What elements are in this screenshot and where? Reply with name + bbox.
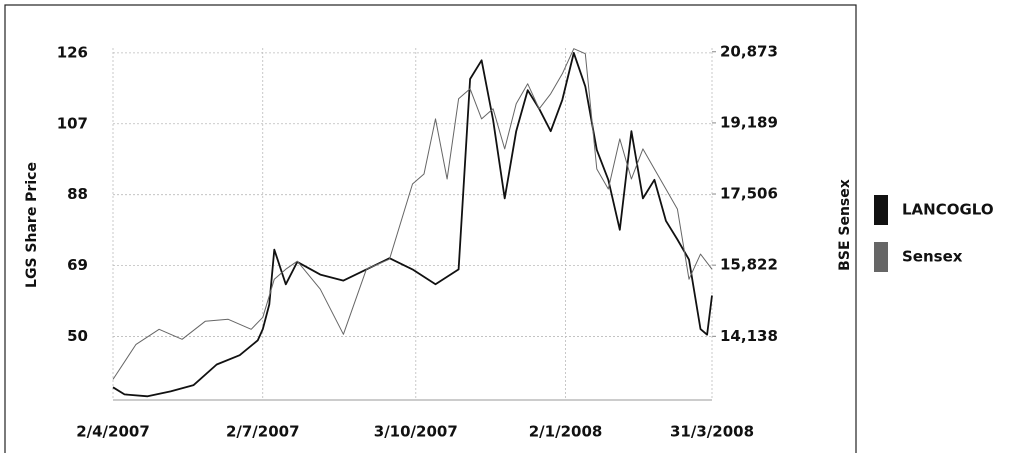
x-tick-label: 2/7/2007 [226,423,300,441]
y2-tick-label: 17,506 [720,185,778,203]
series-line [112,48,713,380]
y-tick-label: 107 [57,114,88,132]
legend-swatch [874,242,888,272]
x-tick-label: 31/3/2008 [670,423,754,441]
x-tick-label: 2/4/2007 [76,423,150,441]
x-tick-label: 3/10/2007 [374,423,458,441]
y2-axis-label: BSE Sensex [837,179,853,271]
y2-tick-label: 19,189 [720,113,778,131]
y-tick-label: 126 [57,43,88,61]
y-tick-label: 69 [67,256,88,274]
y2-tick-label: 14,138 [720,327,778,345]
legend-swatch [874,195,888,225]
chart-frame [4,4,857,453]
legend-label: Sensex [902,248,963,266]
y2-tick-label: 20,873 [720,42,778,60]
legend-label: LANCOGLO [902,201,994,219]
x-tick-label: 2/1/2008 [529,423,603,441]
y2-tick-label: 15,822 [720,256,778,274]
y-tick-label: 50 [67,327,88,345]
series-line [112,52,713,398]
y-tick-label: 88 [67,185,88,203]
y-axis-label: LGS Share Price [24,162,40,288]
